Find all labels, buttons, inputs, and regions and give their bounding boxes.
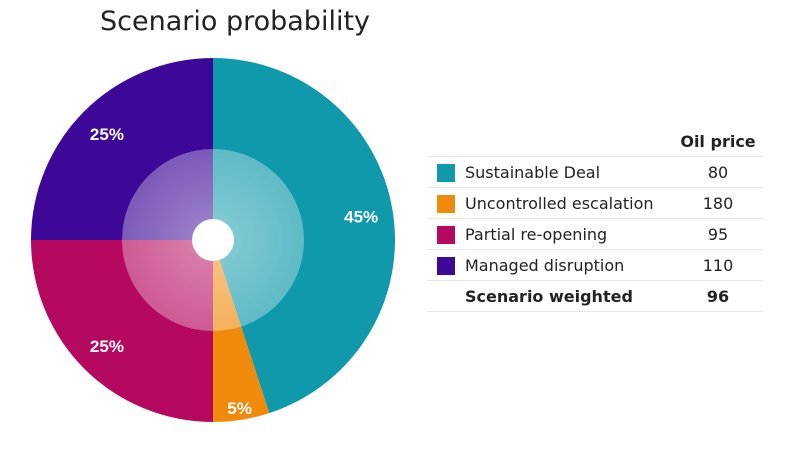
oil-price-table: Oil price Sustainable Deal 80 Uncontrolled… (427, 126, 763, 312)
oil-price-value: 80 (673, 156, 763, 188)
oil-price-value: 180 (673, 187, 763, 219)
pie-slice-sustainable-deal (213, 58, 396, 414)
scenario-weighted-label: Scenario weighted (465, 280, 673, 312)
legend-swatch-cell (427, 156, 465, 188)
slice-label-managed-disruption: 25% (90, 125, 124, 144)
legend-swatch (437, 194, 455, 213)
scenario-weighted-value: 96 (673, 280, 763, 312)
scenario-weighted-row: Scenario weighted 96 (427, 280, 763, 312)
table-row: Managed disruption 110 (427, 249, 763, 281)
scenario-name: Sustainable Deal (465, 156, 673, 188)
oil-price-value: 110 (673, 249, 763, 281)
pie-chart: 45% 5% 25% 25% (31, 58, 396, 422)
legend-swatch (437, 163, 455, 182)
pie-center-hole (192, 219, 234, 261)
scenario-name: Uncontrolled escalation (465, 187, 673, 219)
legend-swatch-cell (427, 187, 465, 219)
legend-swatch-cell (427, 218, 465, 250)
legend-swatch-cell (427, 249, 465, 281)
slice-label-sustainable-deal: 45% (344, 208, 378, 227)
header-spacer (427, 126, 465, 157)
table-row: Uncontrolled escalation 180 (427, 187, 763, 219)
slice-label-partial-re-opening: 25% (90, 337, 124, 356)
table-row: Partial re-opening 95 (427, 218, 763, 250)
slice-label-uncontrolled-escalation: 5% (227, 399, 252, 418)
scenario-name: Partial re-opening (465, 218, 673, 250)
header-spacer-name (465, 126, 673, 157)
table-row: Sustainable Deal 80 (427, 156, 763, 188)
chart-title: Scenario probability (100, 6, 371, 37)
scenario-name: Managed disruption (465, 249, 673, 281)
legend-swatch (437, 256, 455, 275)
total-spacer (427, 280, 465, 312)
oil-price-value: 95 (673, 218, 763, 250)
oil-price-header: Oil price (680, 131, 756, 151)
legend-swatch (437, 225, 455, 244)
table-header-row: Oil price (427, 126, 763, 157)
